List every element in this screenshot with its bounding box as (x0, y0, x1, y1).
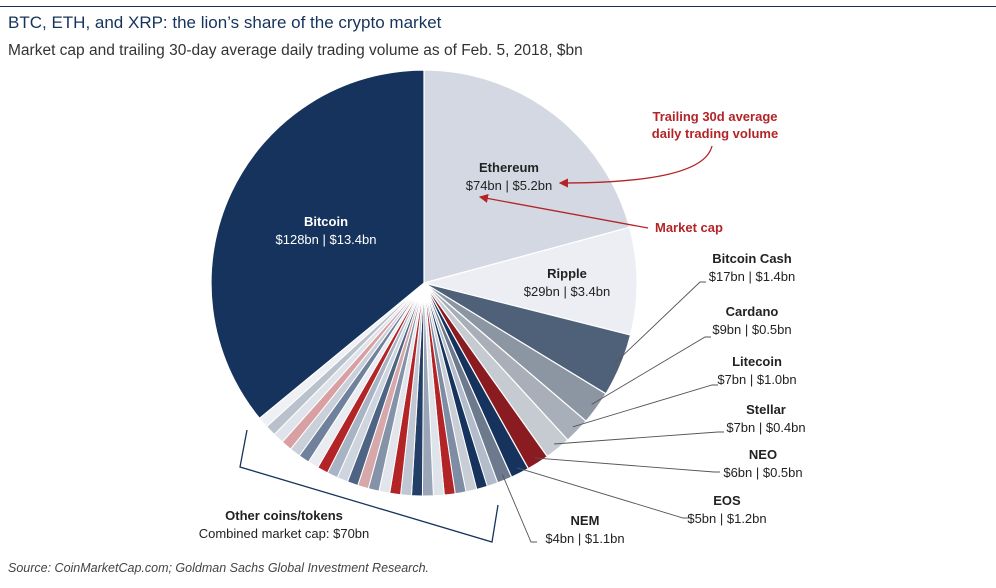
annotation-market-cap: Market cap (655, 220, 723, 235)
slice-ripple (421, 226, 638, 336)
label-ethereum-value: $74bn | $5.2bn (466, 178, 553, 193)
label-nem-name: NEM (571, 513, 600, 528)
leader-stellar (554, 431, 724, 445)
label-stellar-value: $7bn | $0.4bn (726, 420, 805, 435)
label-bitcoin-cash-name: Bitcoin Cash (712, 251, 792, 266)
label-other-coins-value: Combined market cap: $70bn (199, 526, 370, 541)
slice-ethereum (423, 69, 631, 284)
slice-labels: Bitcoin $128bn | $13.4bn Ethereum $74bn | $… (199, 160, 806, 546)
label-eos-value: $5bn | $1.2bn (687, 511, 766, 526)
annotations: Trailing 30d average daily trading volume… (478, 109, 778, 235)
leader-nem (501, 474, 537, 543)
chart-title: BTC, ETH, and XRP: the lion’s share of t… (8, 13, 442, 32)
label-litecoin-value: $7bn | $1.0bn (717, 372, 796, 387)
label-nem-value: $4bn | $1.1bn (545, 531, 624, 546)
pie-slices (210, 69, 638, 497)
annotation-volume-line-2: daily trading volume (652, 126, 778, 141)
label-cardano-name: Cardano (726, 304, 779, 319)
label-neo-name: NEO (749, 447, 777, 462)
label-ripple-value: $29bn | $3.4bn (524, 284, 611, 299)
source-note: Source: CoinMarketCap.com; Goldman Sachs… (8, 561, 430, 575)
label-eos-name: EOS (713, 493, 741, 508)
annotation-volume-line-1: Trailing 30d average (652, 109, 777, 124)
label-ripple-name: Ripple (547, 266, 587, 281)
annotation-volume-arrow (558, 145, 713, 188)
leader-litecoin (572, 384, 718, 428)
label-other-coins-name: Other coins/tokens (225, 508, 343, 523)
label-ethereum-name: Ethereum (479, 160, 539, 175)
top-rule (0, 6, 996, 7)
leader-cardano (591, 336, 711, 405)
leader-neo (534, 457, 720, 473)
label-litecoin-name: Litecoin (732, 354, 782, 369)
label-bitcoin-name: Bitcoin (304, 214, 348, 229)
label-bitcoin-cash-value: $17bn | $1.4bn (709, 269, 796, 284)
leader-bitcoin-cash (614, 281, 706, 364)
slice-bitcoin (210, 69, 425, 420)
leader-eos (517, 467, 689, 519)
label-stellar-name: Stellar (746, 402, 786, 417)
annotation-market-cap-arrow (478, 193, 649, 229)
chart-subtitle: Market cap and trailing 30-day average d… (8, 42, 583, 59)
other-coins-bracket (239, 429, 499, 543)
label-bitcoin-value: $128bn | $13.4bn (276, 232, 377, 247)
leader-lines (501, 281, 724, 543)
label-cardano-value: $9bn | $0.5bn (712, 322, 791, 337)
label-neo-value: $6bn | $0.5bn (723, 465, 802, 480)
